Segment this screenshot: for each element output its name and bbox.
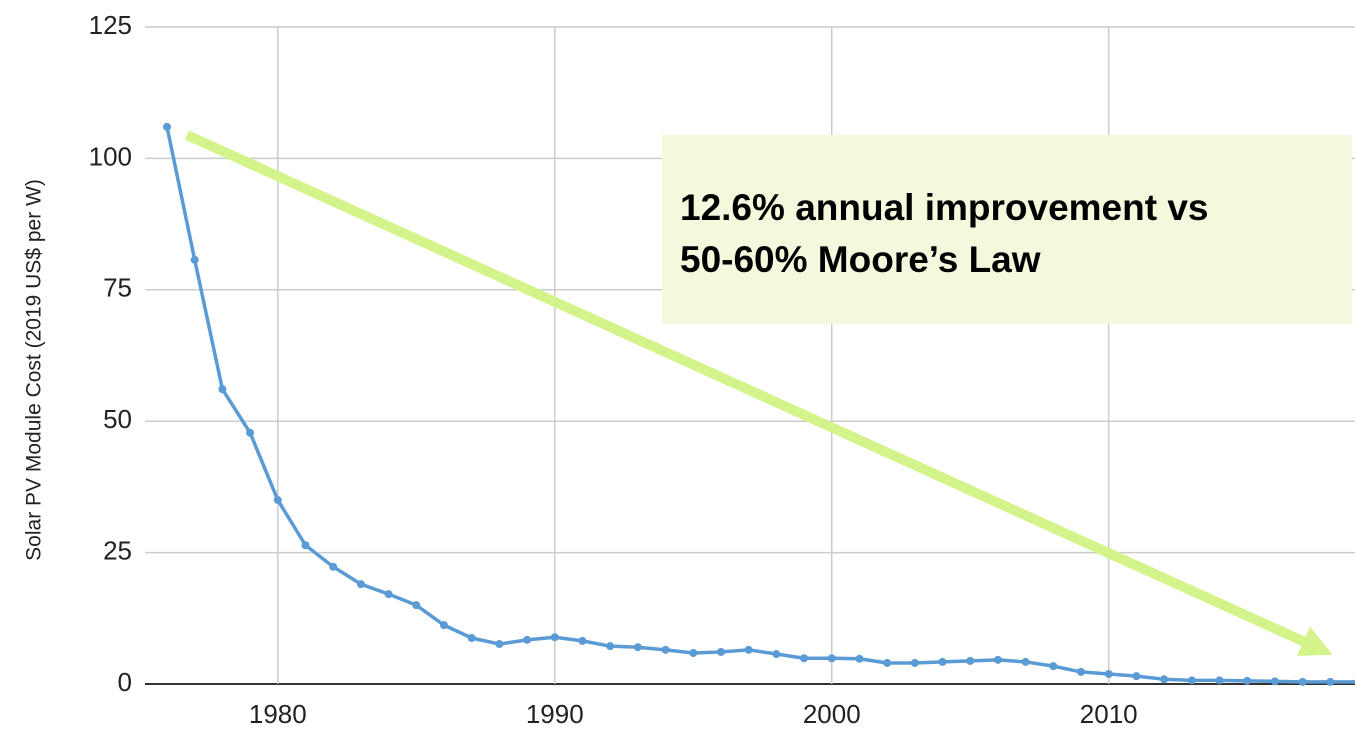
data-point xyxy=(744,645,753,654)
data-point xyxy=(356,580,365,589)
data-point xyxy=(523,635,532,644)
data-point xyxy=(772,650,781,659)
x-tick-label: 1980 xyxy=(249,699,307,729)
data-point xyxy=(163,122,171,131)
data-point xyxy=(883,658,892,667)
x-tick-label: 1990 xyxy=(526,699,584,729)
data-point xyxy=(827,654,836,663)
data-point xyxy=(1215,676,1224,685)
data-point xyxy=(1077,667,1086,676)
data-point xyxy=(1160,675,1169,684)
data-point xyxy=(467,634,476,643)
data-point xyxy=(938,657,947,666)
data-point xyxy=(190,255,199,264)
data-point xyxy=(1104,670,1113,679)
data-point xyxy=(412,601,421,610)
data-point xyxy=(578,636,587,645)
y-tick-label: 125 xyxy=(89,10,132,40)
data-point xyxy=(855,654,864,663)
annotation-box xyxy=(662,135,1352,324)
data-point xyxy=(439,621,448,630)
data-point xyxy=(606,642,615,651)
data-point xyxy=(1021,657,1030,666)
data-point xyxy=(1049,662,1058,671)
data-point xyxy=(1298,677,1307,686)
data-point xyxy=(246,428,255,437)
x-tick-label: 2000 xyxy=(803,699,861,729)
data-point xyxy=(993,655,1002,664)
data-point xyxy=(661,645,670,654)
data-point xyxy=(1270,677,1279,686)
data-point xyxy=(689,648,698,657)
data-point xyxy=(1132,672,1141,681)
data-point xyxy=(218,385,227,394)
data-point xyxy=(301,541,310,550)
data-point xyxy=(384,590,393,599)
data-point xyxy=(1243,676,1252,685)
y-tick-label: 0 xyxy=(118,667,132,697)
data-point xyxy=(550,633,559,642)
y-tick-label: 75 xyxy=(103,273,132,303)
annotation: 12.6% annual improvement vs xyxy=(680,187,1208,228)
y-tick-label: 50 xyxy=(103,404,132,434)
data-point xyxy=(716,647,725,656)
y-tick-label: 25 xyxy=(103,535,132,565)
data-point xyxy=(966,656,975,665)
data-point xyxy=(329,562,338,571)
data-point xyxy=(633,643,642,652)
x-tick-label: 2010 xyxy=(1080,699,1138,729)
y-tick-label: 100 xyxy=(89,141,132,171)
data-point xyxy=(910,658,919,667)
data-line xyxy=(165,126,1355,684)
trend-arrow xyxy=(184,130,1333,656)
data-point xyxy=(495,640,504,649)
data-point xyxy=(800,654,809,663)
annotation: 50-60% Moore’s Law xyxy=(680,239,1041,280)
y-axis-label: Solar PV Module Cost (2019 US$ per W) xyxy=(23,179,46,561)
data-point xyxy=(1326,677,1335,686)
data-point xyxy=(273,496,282,505)
data-point xyxy=(1187,676,1196,685)
